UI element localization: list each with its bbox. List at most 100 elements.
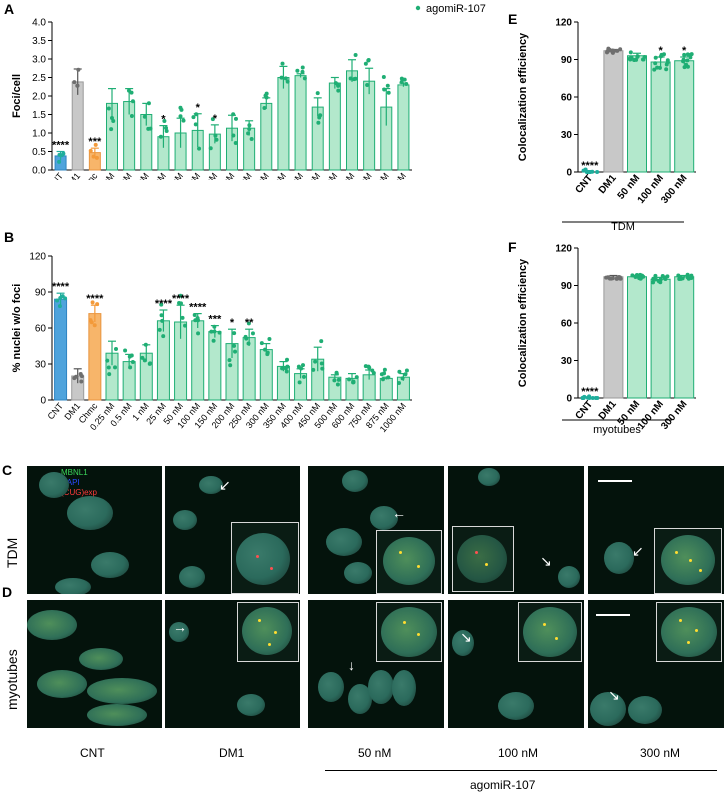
x-tick-label: 0.5 nM — [108, 171, 133, 180]
data-point — [302, 76, 307, 81]
data-point — [399, 80, 404, 85]
data-point — [634, 273, 639, 278]
data-point — [142, 114, 147, 119]
data-point — [247, 127, 252, 132]
data-point — [313, 359, 318, 364]
data-point — [280, 61, 285, 66]
x-tick-label: 300 nM — [659, 173, 689, 206]
data-point — [653, 277, 658, 282]
data-point — [192, 313, 197, 318]
data-point — [180, 315, 185, 320]
data-point — [88, 148, 93, 153]
data-point — [656, 279, 661, 284]
data-point — [129, 113, 134, 118]
data-point — [382, 87, 387, 92]
data-point — [162, 118, 167, 123]
data-point — [630, 273, 635, 278]
data-point — [635, 54, 640, 59]
data-point — [75, 83, 80, 88]
data-point — [379, 372, 384, 377]
data-point — [179, 107, 184, 112]
nucleus — [498, 692, 534, 720]
data-point — [627, 56, 632, 61]
inset-zoom — [518, 602, 582, 662]
data-point — [128, 365, 133, 370]
group-label: myotubes — [593, 424, 641, 436]
data-point — [590, 396, 595, 400]
data-point — [348, 76, 353, 81]
data-point — [585, 395, 590, 400]
bar — [674, 276, 695, 399]
data-point — [72, 80, 77, 85]
data-point — [681, 59, 686, 64]
legend-marker — [415, 5, 421, 11]
data-point — [164, 129, 169, 134]
data-point — [212, 329, 217, 334]
data-point — [653, 273, 658, 278]
data-point — [316, 120, 321, 125]
data-point — [214, 137, 219, 142]
data-point — [130, 359, 135, 364]
data-point — [233, 116, 238, 121]
data-point — [262, 105, 267, 110]
bar — [363, 80, 376, 171]
data-point — [59, 153, 64, 158]
x-tick-label: DM1 — [597, 173, 619, 197]
data-point — [217, 330, 222, 335]
bar — [650, 278, 671, 399]
significance-label: **** — [52, 140, 70, 152]
data-point — [57, 304, 62, 309]
data-point — [194, 112, 199, 117]
nucleus — [590, 692, 626, 726]
data-point — [402, 77, 407, 82]
arrow-icon: ↘ — [460, 629, 472, 645]
data-point — [319, 361, 324, 366]
chart-f: F 0 30 60 90 120 Colocalization efficiency ****… — [508, 239, 696, 436]
data-point — [638, 276, 643, 281]
data-point — [250, 331, 255, 336]
data-point — [366, 364, 371, 369]
data-point — [688, 55, 693, 60]
data-point — [123, 348, 128, 353]
data-point — [300, 363, 305, 368]
nucleus — [392, 670, 416, 706]
panel-label-c: C — [2, 462, 13, 478]
data-point — [129, 353, 134, 358]
row-label-tdm: TDM — [4, 537, 20, 568]
nucleus — [558, 566, 580, 588]
data-point — [249, 137, 254, 142]
micrograph-myotubes-50nm: ↓ — [308, 600, 444, 728]
data-point — [659, 52, 664, 57]
inset-zoom — [376, 530, 442, 594]
x-tick-label: 50 nM — [161, 171, 185, 180]
data-point — [143, 342, 148, 347]
data-point — [617, 276, 622, 281]
data-point — [595, 170, 600, 174]
nucleus — [179, 566, 205, 588]
significance-label: *** — [88, 136, 102, 148]
bar — [260, 102, 273, 171]
data-point — [105, 358, 110, 363]
x-tick-label: CNT — [46, 400, 66, 421]
data-point — [94, 155, 99, 160]
data-point — [610, 48, 615, 53]
channel-legend: MBNL1 DAPI (CUG)exp — [61, 468, 97, 498]
significance-label: **** — [155, 298, 173, 310]
bar — [346, 70, 358, 171]
bar — [397, 84, 410, 171]
data-point — [628, 50, 633, 55]
data-point — [106, 365, 111, 370]
bar — [71, 81, 84, 171]
micrograph-tdm-cnt: MBNL1 DAPI (CUG)exp — [27, 466, 162, 594]
micrograph-tdm-50nm: ← — [308, 466, 444, 594]
y-tick-label: 2.0 — [32, 92, 46, 103]
bar — [627, 276, 647, 399]
data-point — [638, 272, 643, 277]
data-point — [682, 52, 687, 57]
data-point — [651, 280, 656, 285]
x-tick-label: 25 nM — [144, 171, 168, 180]
nucleus — [55, 578, 91, 594]
nucleus — [87, 678, 157, 704]
data-point — [246, 341, 251, 346]
